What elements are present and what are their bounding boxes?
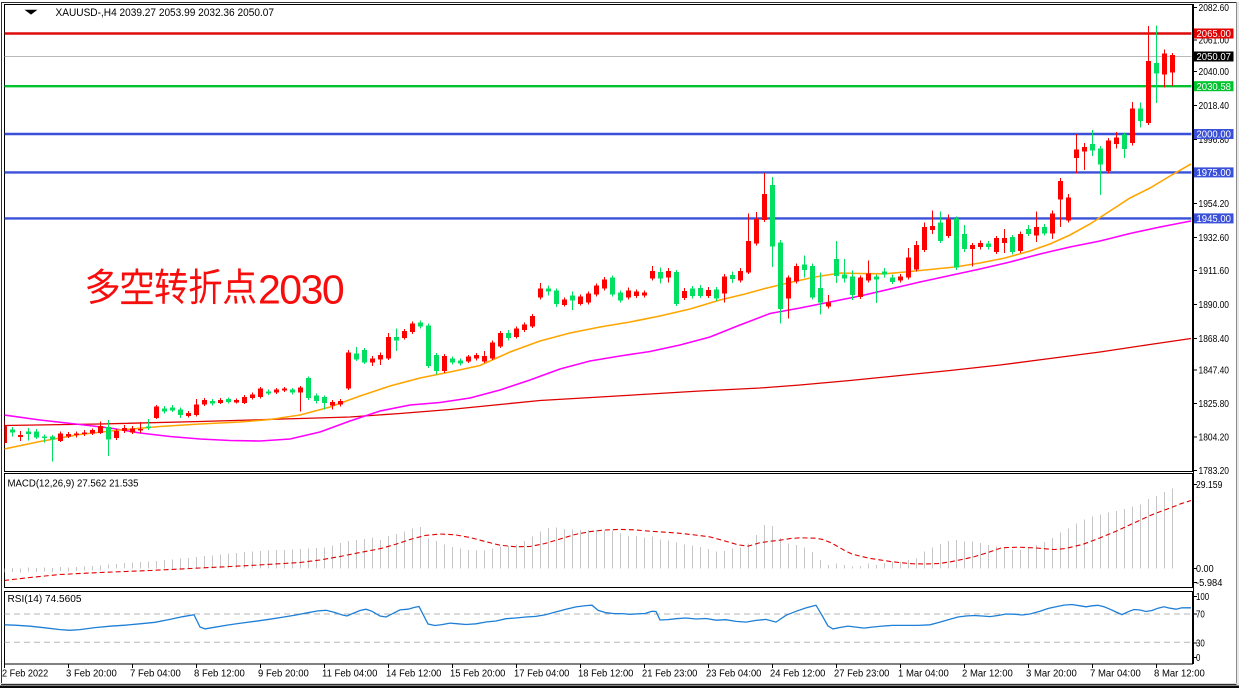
svg-text:21 Feb 23:00: 21 Feb 23:00 (642, 668, 698, 679)
svg-text:1 Mar 04:00: 1 Mar 04:00 (898, 668, 949, 679)
svg-text:24 Feb 12:00: 24 Feb 12:00 (770, 668, 826, 679)
svg-text:1847.40: 1847.40 (1199, 365, 1230, 376)
svg-text:RSI(14) 74.5605: RSI(14) 74.5605 (8, 594, 82, 605)
svg-text:7 Feb 04:00: 7 Feb 04:00 (130, 668, 181, 679)
svg-text:1868.40: 1868.40 (1199, 334, 1230, 345)
svg-text:17 Feb 04:00: 17 Feb 04:00 (514, 668, 570, 679)
svg-text:1825.80: 1825.80 (1199, 399, 1230, 410)
svg-text:2050.07: 2050.07 (1197, 52, 1232, 63)
svg-text:15 Feb 20:00: 15 Feb 20:00 (450, 668, 506, 679)
svg-text:2 Feb 2022: 2 Feb 2022 (2, 668, 49, 679)
svg-text:1996.80: 1996.80 (1199, 135, 1230, 146)
svg-text:100: 100 (1196, 592, 1210, 603)
svg-text:29.159: 29.159 (1196, 480, 1223, 491)
svg-text:2000.00: 2000.00 (1197, 130, 1232, 141)
svg-text:11 Feb 04:00: 11 Feb 04:00 (322, 668, 378, 679)
svg-text:2018.40: 2018.40 (1199, 101, 1230, 112)
svg-text:-5.984: -5.984 (1196, 578, 1223, 589)
svg-text:23 Feb 04:00: 23 Feb 04:00 (706, 668, 762, 679)
svg-text:2030: 2030 (258, 267, 344, 313)
svg-text:3 Mar 20:00: 3 Mar 20:00 (1026, 668, 1077, 679)
svg-text:1911.60: 1911.60 (1199, 266, 1230, 277)
svg-text:14 Feb 12:00: 14 Feb 12:00 (386, 668, 442, 679)
svg-text:9 Feb 20:00: 9 Feb 20:00 (258, 668, 309, 679)
svg-text:2082.60: 2082.60 (1199, 3, 1230, 14)
svg-text:30: 30 (1196, 639, 1205, 650)
svg-text:0: 0 (1196, 653, 1201, 664)
svg-text:27 Feb 23:00: 27 Feb 23:00 (834, 668, 890, 679)
svg-text:8 Feb 12:00: 8 Feb 12:00 (194, 668, 245, 679)
svg-text:2 Mar 12:00: 2 Mar 12:00 (962, 668, 1013, 679)
svg-text:0.00: 0.00 (1196, 564, 1214, 575)
svg-text:2030.58: 2030.58 (1197, 82, 1232, 93)
svg-text:1954.20: 1954.20 (1199, 199, 1230, 210)
svg-text:1804.20: 1804.20 (1199, 433, 1230, 444)
svg-text:2065.00: 2065.00 (1197, 29, 1232, 40)
svg-text:1783.20: 1783.20 (1199, 466, 1230, 477)
svg-text:7 Mar 04:00: 7 Mar 04:00 (1090, 668, 1141, 679)
svg-text:18 Feb 12:00: 18 Feb 12:00 (578, 668, 634, 679)
svg-text:XAUUSD-,H4 2039.27 2053.99 20: XAUUSD-,H4 2039.27 2053.99 2032.36 2050.… (56, 7, 275, 19)
svg-text:8 Mar 12:00: 8 Mar 12:00 (1154, 668, 1205, 679)
svg-text:1945.00: 1945.00 (1197, 214, 1232, 225)
svg-text:70: 70 (1196, 610, 1205, 621)
svg-text:MACD(12,26,9) 27.562 21.535: MACD(12,26,9) 27.562 21.535 (8, 478, 139, 489)
svg-text:1975.00: 1975.00 (1197, 168, 1232, 179)
svg-text:3 Feb 20:00: 3 Feb 20:00 (66, 668, 117, 679)
svg-text:2040.00: 2040.00 (1199, 67, 1230, 78)
svg-text:1890.00: 1890.00 (1199, 300, 1230, 311)
svg-text:1932.60: 1932.60 (1199, 233, 1230, 244)
svg-text:2061.00: 2061.00 (1199, 35, 1230, 46)
